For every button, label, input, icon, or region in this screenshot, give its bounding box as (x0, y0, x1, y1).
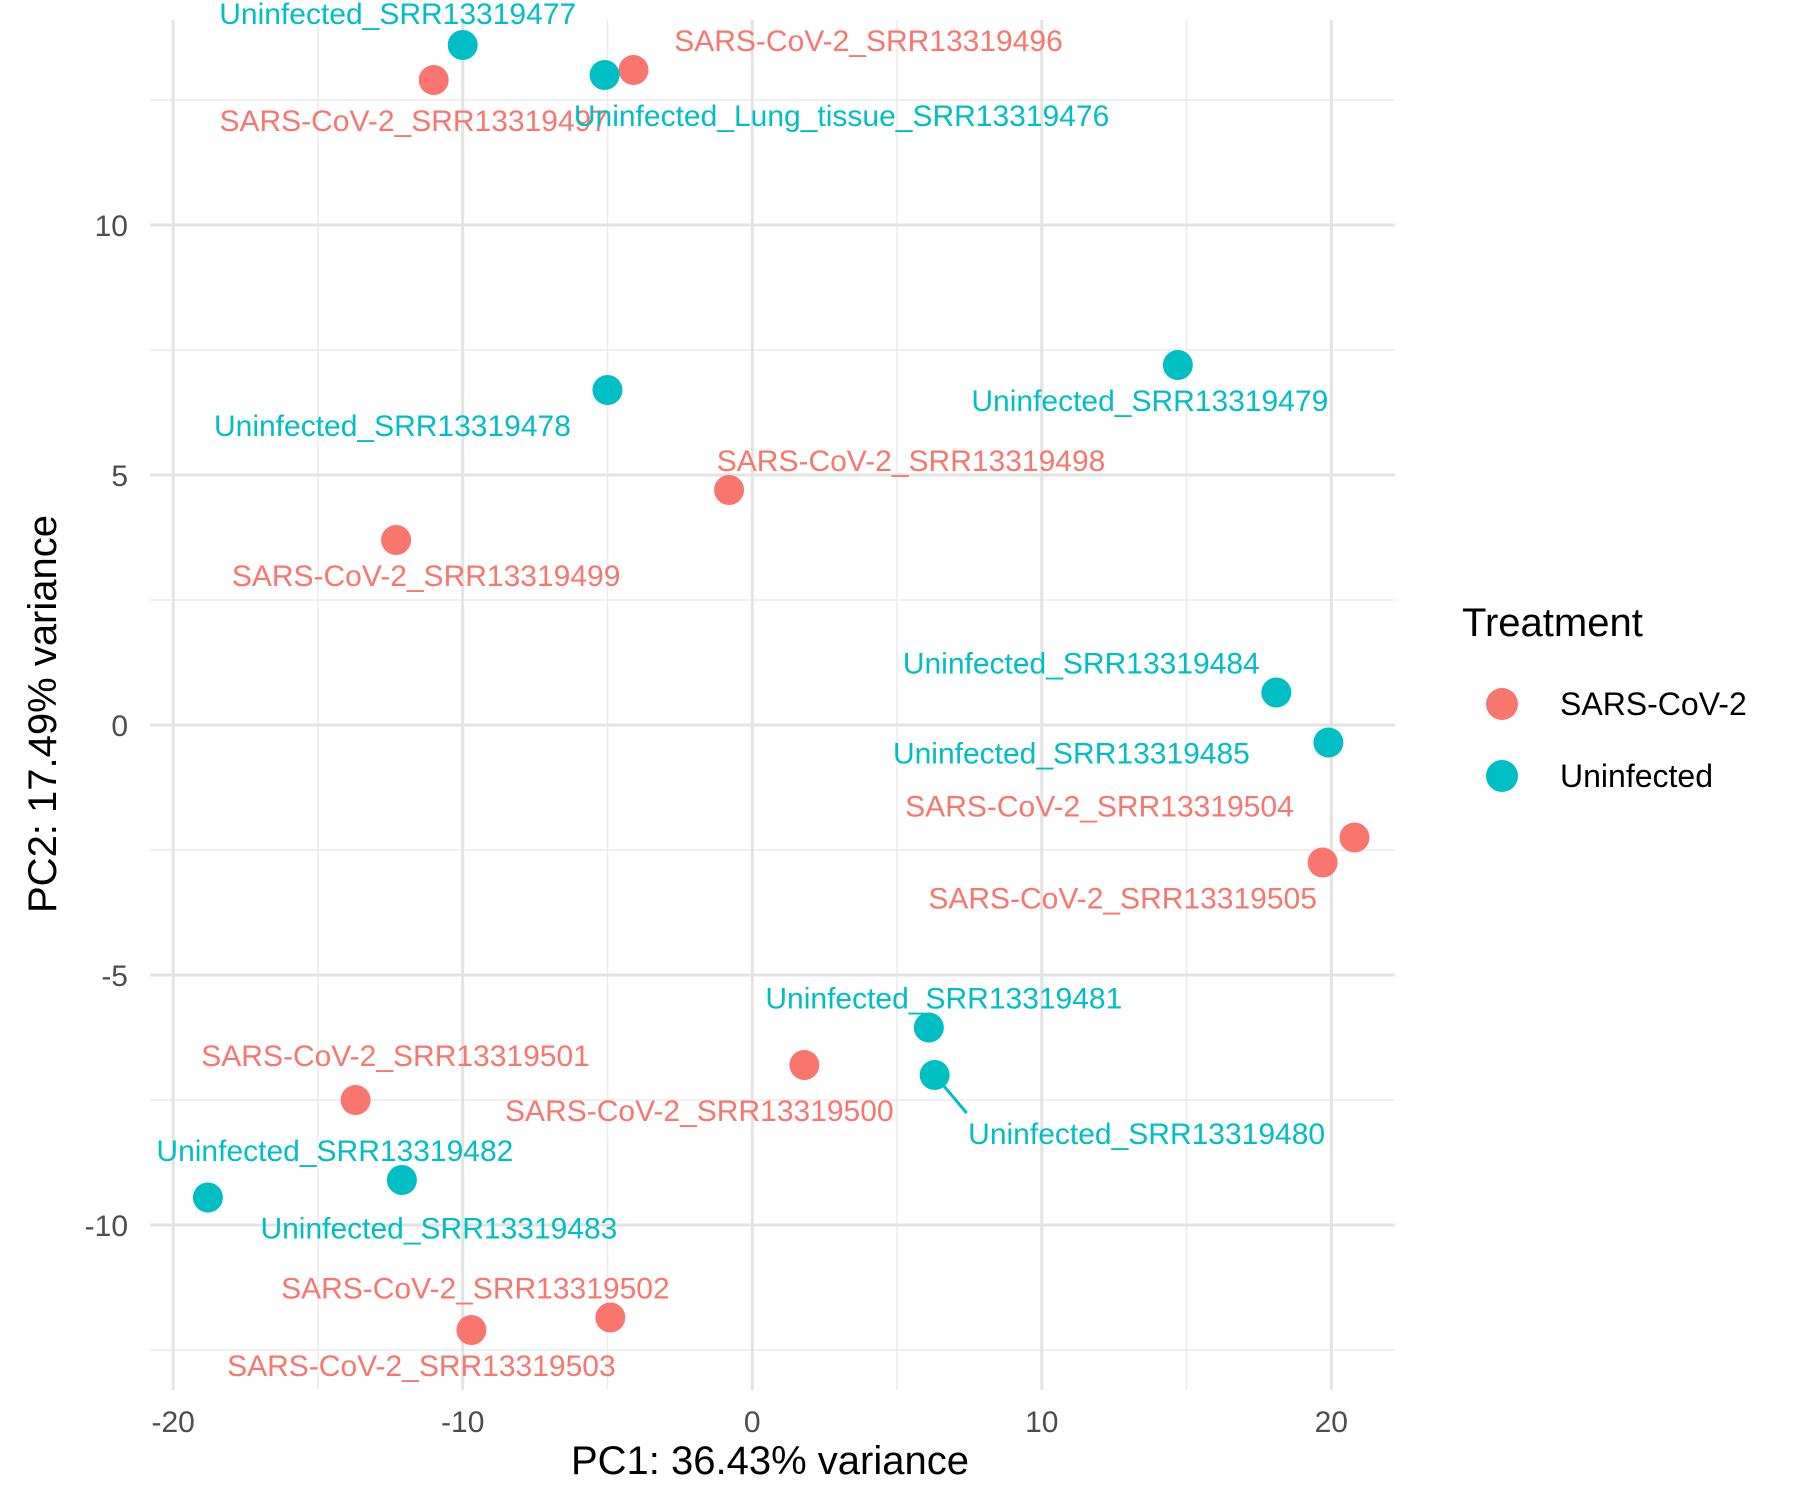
data-point (447, 30, 478, 60)
point-label: SARS-CoV-2_SRR13319505 (928, 883, 1317, 916)
grid (150, 20, 1395, 1390)
point-label: Uninfected_SRR13319484 (903, 648, 1260, 681)
point-label: Uninfected_SRR13319481 (765, 983, 1122, 1016)
point-label: SARS-CoV-2_SRR13319500 (505, 1095, 894, 1128)
data-point (595, 1302, 626, 1333)
data-point (381, 525, 412, 555)
x-tick-label: 20 (1315, 1406, 1348, 1439)
point-label: Uninfected_Lung_tissue_SRR13319476 (574, 100, 1109, 133)
x-tick-label: -20 (151, 1406, 194, 1439)
data-point (789, 1050, 820, 1080)
point-label: Uninfected_SRR13319477 (219, 0, 576, 31)
point-label: Uninfected_SRR13319482 (156, 1135, 513, 1168)
data-point (714, 475, 745, 505)
point-label: Uninfected_SRR13319485 (893, 738, 1250, 771)
data-point (589, 60, 620, 90)
point-label: SARS-CoV-2_SRR13319504 (905, 791, 1294, 824)
data-points (192, 30, 1370, 1345)
x-axis-ticks: -20 -10 0 10 20 (151, 1406, 1348, 1439)
point-label: SARS-CoV-2_SRR13319501 (201, 1040, 590, 1073)
y-tick-label: -10 (85, 1210, 128, 1243)
point-label: SARS-CoV-2_SRR13319502 (281, 1273, 670, 1306)
data-point (1261, 677, 1292, 708)
legend-key-sars-cov-2 (1486, 688, 1518, 720)
legend-label-uninfected: Uninfected (1560, 758, 1713, 794)
legend: Treatment SARS-CoV-2 Uninfected (1462, 601, 1747, 794)
y-axis-title: PC2: 17.49% variance (21, 515, 65, 913)
data-point (1162, 350, 1193, 380)
y-axis-ticks: -10 -5 0 5 10 (85, 210, 128, 1243)
data-point (618, 55, 649, 85)
y-tick-label: 0 (111, 710, 128, 743)
point-label: SARS-CoV-2_SRR13319503 (227, 1350, 616, 1383)
data-point (1313, 727, 1344, 758)
point-label: Uninfected_SRR13319478 (214, 410, 571, 443)
legend-label-sars-cov-2: SARS-CoV-2 (1560, 686, 1747, 722)
x-tick-label: -10 (441, 1406, 484, 1439)
point-label: SARS-CoV-2_SRR13319496 (674, 25, 1063, 58)
point-labels: SARS-CoV-2_SRR13319497 SARS-CoV-2_SRR1331… (156, 0, 1328, 1383)
data-point (1307, 847, 1338, 878)
point-label: SARS-CoV-2_SRR13319499 (232, 560, 621, 593)
data-point (1339, 822, 1370, 853)
data-point (456, 1315, 487, 1345)
y-tick-label: -5 (101, 960, 128, 993)
point-label: Uninfected_SRR13319479 (971, 385, 1328, 418)
y-tick-label: 10 (95, 210, 128, 243)
data-point (386, 1165, 417, 1195)
y-tick-label: 5 (111, 460, 128, 493)
legend-key-uninfected (1486, 760, 1518, 792)
data-point (592, 375, 623, 405)
data-point (913, 1012, 944, 1043)
point-label: SARS-CoV-2_SRR13319497 (219, 105, 608, 138)
point-label: SARS-CoV-2_SRR13319498 (717, 445, 1106, 478)
data-point (192, 1182, 223, 1213)
point-label: Uninfected_SRR13319483 (260, 1213, 617, 1246)
point-label: Uninfected_SRR13319480 (968, 1118, 1325, 1151)
x-tick-label: 10 (1025, 1406, 1058, 1439)
data-point (418, 65, 449, 95)
data-point (340, 1085, 371, 1115)
data-point (919, 1060, 950, 1090)
x-tick-label: 0 (744, 1406, 761, 1439)
legend-title: Treatment (1462, 601, 1643, 645)
x-axis-title: PC1: 36.43% variance (571, 1439, 969, 1483)
